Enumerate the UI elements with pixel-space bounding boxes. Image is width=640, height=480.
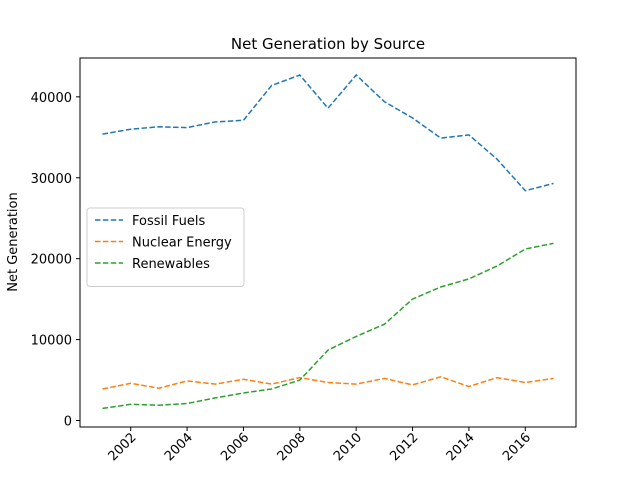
series-line-nuclear-energy <box>102 376 554 390</box>
y-axis-label: Net Generation <box>6 192 21 291</box>
y-tick-label: 10000 <box>31 334 72 349</box>
x-tick-label: 2014 <box>444 430 478 464</box>
plot-lines <box>102 73 554 410</box>
x-tick-label: 2012 <box>387 430 421 464</box>
legend: Fossil Fuels Nuclear Energy Renewables <box>86 207 245 287</box>
x-tick-label: 2006 <box>218 430 252 464</box>
x-tick-label: 2016 <box>500 430 534 464</box>
legend-entry-label: Fossil Fuels <box>132 214 205 229</box>
chart-title: Net Generation by Source <box>231 35 425 53</box>
y-tick-label: 0 <box>64 415 72 430</box>
series-line-fossil-fuels <box>102 73 554 192</box>
y-tick-label: 30000 <box>31 172 72 187</box>
y-tick-label: 20000 <box>31 253 72 268</box>
plot-frame <box>79 57 577 428</box>
legend-box <box>86 207 245 287</box>
x-tick-label: 2002 <box>106 430 140 464</box>
y-tick-label: 40000 <box>31 91 72 106</box>
legend-entry-label: Renewables <box>132 257 210 272</box>
x-axis-ticks: 2002 2004 2006 2008 2010 2012 2014 2016 <box>106 427 534 464</box>
x-tick-label: 2010 <box>331 430 365 464</box>
y-axis-ticks: 0 10000 20000 30000 40000 <box>31 91 80 430</box>
x-tick-label: 2004 <box>162 430 196 464</box>
series-line-renewables <box>102 242 554 410</box>
x-tick-label: 2008 <box>275 430 309 464</box>
legend-entry-label: Nuclear Energy <box>132 236 232 251</box>
